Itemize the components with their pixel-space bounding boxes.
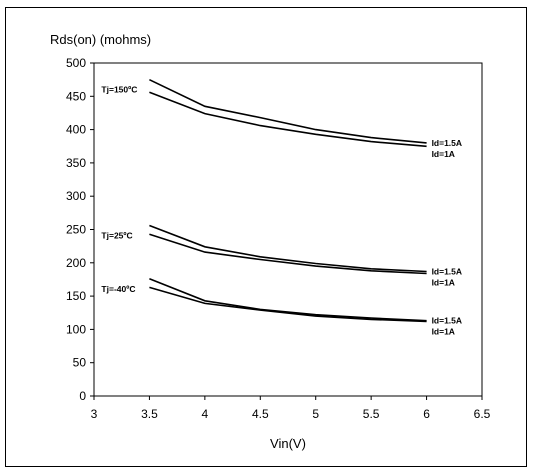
series-label: Id=1A (432, 149, 455, 159)
x-tick-label: 3.5 (141, 407, 158, 421)
series-label: Id=1.5A (432, 138, 462, 148)
series-label: Id=1.5A (432, 316, 462, 326)
y-tick-label: 300 (66, 189, 86, 203)
y-tick-label: 150 (66, 289, 86, 303)
y-tick-label: 500 (66, 56, 86, 70)
y-tick-label: 450 (66, 89, 86, 103)
y-tick-label: 350 (66, 156, 86, 170)
x-tick-label: 5 (312, 407, 319, 421)
x-tick-label: 6 (423, 407, 430, 421)
x-tick-label: 5.5 (363, 407, 380, 421)
y-tick-label: 100 (66, 322, 86, 336)
series-label: Id=1A (432, 277, 455, 287)
x-tick-label: 6.5 (474, 407, 491, 421)
plot-border (93, 62, 483, 397)
y-tick-label: 0 (79, 389, 86, 403)
group-label: Tj=25ºC (101, 231, 132, 241)
y-tick-label: 200 (66, 256, 86, 270)
chart-frame (5, 7, 527, 467)
x-tick-label: 4.5 (252, 407, 269, 421)
y-tick-label: 250 (66, 223, 86, 237)
group-label: Tj=-40ºC (101, 284, 135, 294)
x-axis-title: Vin(V) (270, 436, 306, 451)
y-axis-title: Rds(on) (mohms) (50, 32, 151, 47)
series-line (149, 224, 427, 273)
series-line (149, 91, 427, 148)
x-tick-label: 4 (202, 407, 209, 421)
series-line (149, 78, 427, 144)
plot-area: 0 50 100 150 200 250 300 350 400 450 500 3 3.5 4 4.5 5 5… (66, 56, 491, 421)
series-label: Id=1A (432, 327, 455, 337)
series-line (149, 286, 427, 323)
y-tick-label: 400 (66, 123, 86, 137)
y-tick-label: 50 (73, 356, 87, 370)
group-label: Tj=150ºC (101, 85, 137, 95)
series-line (149, 233, 427, 275)
series-line (149, 278, 427, 322)
x-tick-label: 3 (91, 407, 98, 421)
series-label: Id=1.5A (432, 266, 462, 276)
